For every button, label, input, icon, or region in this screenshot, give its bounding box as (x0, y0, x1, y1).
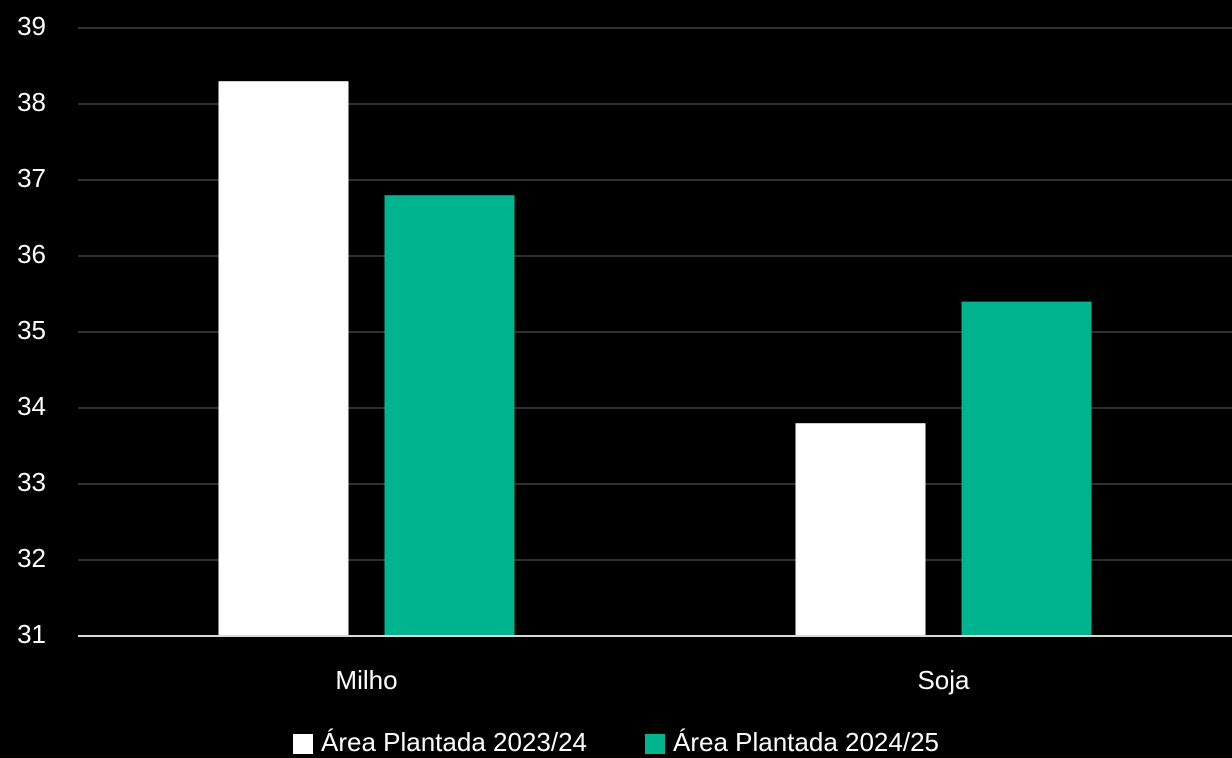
bar (218, 81, 349, 636)
bar (795, 423, 926, 636)
y-tick-label: 31 (17, 619, 46, 649)
legend-swatch (293, 734, 313, 754)
y-tick-label: 38 (17, 87, 46, 117)
legend-label: Área Plantada 2023/24 (321, 727, 587, 757)
y-tick-label: 34 (17, 391, 46, 421)
x-tick-label: Milho (335, 665, 397, 695)
bar (384, 195, 515, 636)
legend-swatch (645, 734, 665, 754)
x-tick-label: Soja (917, 665, 970, 695)
y-tick-label: 32 (17, 543, 46, 573)
legend-label: Área Plantada 2024/25 (673, 727, 939, 757)
y-tick-label: 37 (17, 163, 46, 193)
y-tick-label: 33 (17, 467, 46, 497)
y-tick-label: 36 (17, 239, 46, 269)
bar (961, 301, 1092, 636)
y-tick-label: 39 (17, 11, 46, 41)
y-tick-label: 35 (17, 315, 46, 345)
